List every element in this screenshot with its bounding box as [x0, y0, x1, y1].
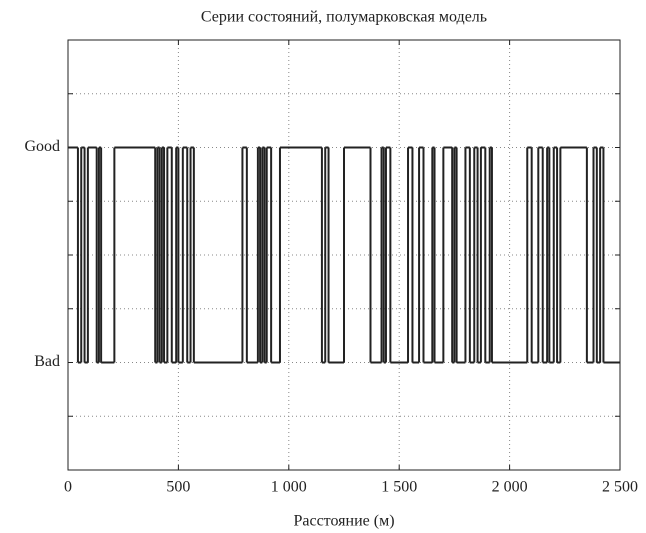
x-tick-label: 2 000: [492, 479, 528, 496]
x-tick-label: 1 000: [271, 479, 307, 496]
y-tick-label: Bad: [34, 353, 60, 370]
plot-frame: [67, 39, 621, 471]
x-tick-label: 0: [64, 479, 72, 496]
chart-title: Серии состояний, полумарковская модель: [201, 9, 487, 26]
x-tick-label: 500: [166, 479, 190, 496]
x-tick-label: 1 500: [381, 479, 417, 496]
x-tick-label: 2 500: [602, 479, 638, 496]
y-tick-label: Good: [24, 138, 60, 155]
x-axis-label: Расстояние (м): [293, 513, 394, 530]
